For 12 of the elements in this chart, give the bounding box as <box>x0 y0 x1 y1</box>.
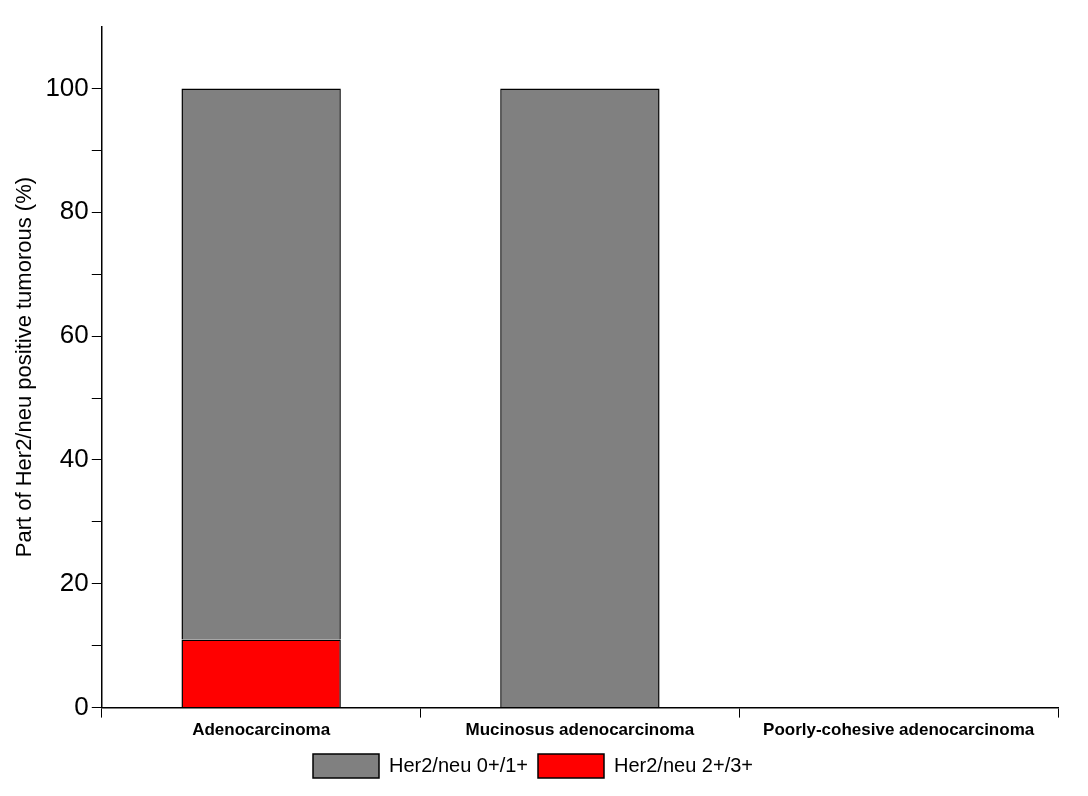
legend-label: Her2/neu 0+/1+ <box>389 753 529 776</box>
y-tick-label: 0 <box>74 690 89 721</box>
legend-label: Her2/neu 2+/3+ <box>614 753 753 776</box>
y-axis-title: Part of Her2/neu positive tumorous (%) <box>11 176 37 558</box>
y-tick-label: 40 <box>59 443 89 474</box>
y-tick-label: 60 <box>59 319 89 350</box>
x-tick-label: Mucinosus adenocarcinoma <box>465 720 695 740</box>
y-tick-label: 20 <box>59 566 89 597</box>
y-tick-label: 100 <box>45 71 89 102</box>
y-tick-label: 80 <box>59 195 89 226</box>
x-tick-label: Poorly-cohesive adenocarcinoma <box>763 720 1035 740</box>
x-tick-label: Adenocarcinoma <box>192 720 331 740</box>
